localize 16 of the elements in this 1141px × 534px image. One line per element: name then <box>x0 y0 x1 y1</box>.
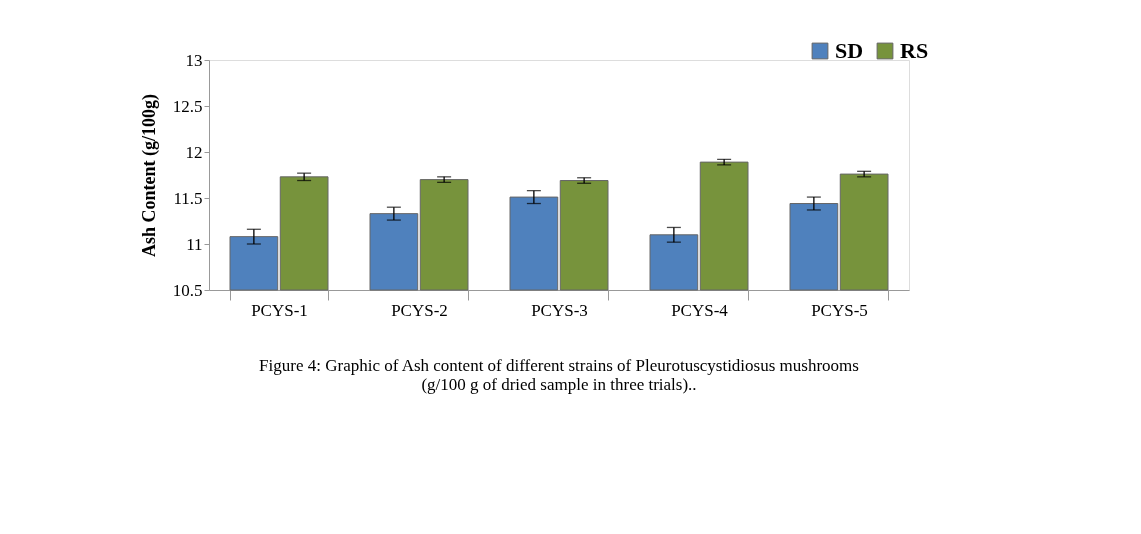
legend-label: SD <box>835 38 864 63</box>
y-tick-label: 11 <box>186 234 203 254</box>
x-tick-label: PCYS-4 <box>671 300 729 320</box>
x-tick-label: PCYS-2 <box>391 300 448 320</box>
text: (g/100 g of dried sample in three trials).. <box>421 375 697 394</box>
y-axis-title: Ash Content (g/100g) <box>138 93 160 258</box>
caption: Figure 4: Graphic of Ash content of different strains of Pleurotuscystidiosus mushrooms <box>259 356 859 375</box>
y-tick-label: 11.5 <box>173 188 203 208</box>
y-tick-label: 10.5 <box>172 280 203 300</box>
legend-label: RS <box>900 38 929 63</box>
x-tick-label: PCYS-1 <box>251 300 308 320</box>
y-tick-label: 13 <box>185 50 203 70</box>
x-tick-label: PCYS-3 <box>531 300 588 320</box>
y-tick-label: 12.5 <box>172 96 203 116</box>
x-tick-label: PCYS-5 <box>811 300 868 320</box>
y-tick-label: 12 <box>185 142 203 162</box>
